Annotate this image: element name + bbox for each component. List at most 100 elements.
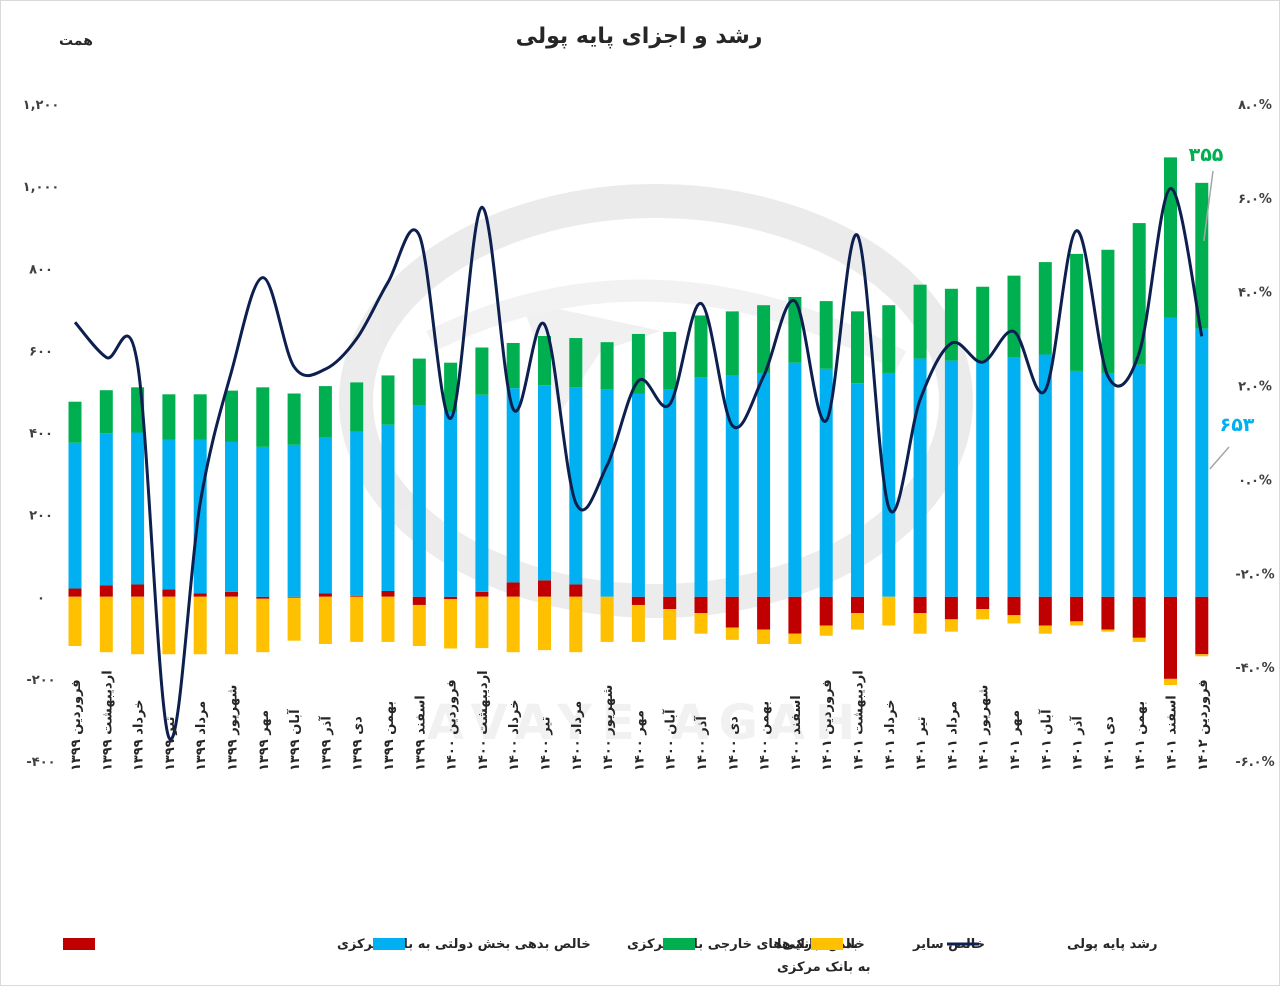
bar-segment bbox=[287, 597, 301, 641]
x-category-label: خرداد ۱۴۰۱ bbox=[883, 699, 898, 771]
bar-segment bbox=[757, 305, 771, 373]
x-category-label: خرداد ۱۴۰۰ bbox=[507, 699, 522, 771]
x-category-label: بهمن ۱۳۹۹ bbox=[382, 701, 397, 771]
bar-segment bbox=[162, 394, 176, 440]
bar-segment bbox=[944, 288, 958, 361]
legend-label-cont: به بانک مرکزی bbox=[777, 960, 870, 975]
y-tick-label: ۰ bbox=[37, 591, 45, 606]
bar-segment bbox=[976, 286, 990, 361]
bar-segment bbox=[1070, 596, 1084, 622]
x-category-label: شهریور ۱۴۰۱ bbox=[977, 685, 992, 771]
bar-segment bbox=[68, 442, 82, 589]
bar-segment bbox=[913, 358, 927, 597]
bar-segment bbox=[757, 596, 771, 630]
x-category-label: فروردین ۱۴۰۱ bbox=[820, 679, 835, 771]
x-category-label: تیر ۱۳۹۹ bbox=[163, 716, 178, 771]
bar-segment bbox=[788, 296, 802, 363]
bar-segment bbox=[444, 599, 458, 649]
bar-segment bbox=[1164, 317, 1177, 597]
x-category-label: تیر ۱۴۰۰ bbox=[539, 716, 554, 771]
bar-segment bbox=[381, 591, 395, 597]
bar-segment bbox=[538, 336, 551, 386]
bar-segment bbox=[1038, 625, 1052, 634]
x-category-label: تیر ۱۴۰۱ bbox=[914, 716, 929, 771]
bar-segment bbox=[350, 595, 364, 597]
bar-segment bbox=[663, 389, 677, 597]
bar-segment bbox=[1007, 615, 1021, 624]
bar-segment bbox=[381, 375, 395, 425]
y2-tick-label: ۰.۰% bbox=[1238, 473, 1272, 488]
x-category-label: آذر ۱۴۰۰ bbox=[693, 716, 710, 771]
x-category-label: آبان ۱۴۰۰ bbox=[662, 709, 679, 771]
bar-segment bbox=[131, 596, 145, 655]
bar-segment bbox=[444, 362, 458, 412]
bar-segment bbox=[1195, 328, 1209, 597]
bar-segment bbox=[944, 596, 958, 620]
x-category-label: خرداد ۱۳۹۹ bbox=[132, 699, 147, 771]
bar-segment bbox=[1195, 182, 1209, 329]
bar-segment bbox=[944, 360, 958, 597]
bar-segment bbox=[256, 387, 270, 447]
y-tick-label: -۲۰۰ bbox=[26, 673, 55, 688]
bar-segment bbox=[631, 596, 645, 605]
bar-segment bbox=[350, 382, 364, 432]
x-category-label: بهمن ۱۴۰۰ bbox=[758, 701, 773, 771]
bar-segment bbox=[412, 358, 426, 406]
annotation-leader-green bbox=[1203, 170, 1214, 242]
bar-segment bbox=[444, 596, 458, 600]
bar-segment bbox=[976, 596, 990, 610]
bar-segment bbox=[851, 596, 864, 614]
bar-segment bbox=[694, 377, 708, 597]
x-category-label: شهریور ۱۴۰۰ bbox=[601, 685, 616, 771]
bar-segment bbox=[1101, 372, 1115, 597]
bar-segment bbox=[538, 596, 551, 651]
growth-line bbox=[73, 186, 1204, 741]
bar-segment bbox=[913, 613, 927, 634]
bar-segment bbox=[318, 386, 332, 438]
bar-segment bbox=[318, 593, 332, 597]
bar-segment bbox=[725, 627, 739, 640]
bar-segment bbox=[819, 301, 833, 369]
bar-segment bbox=[99, 596, 113, 653]
watermark-text: AVAYE AGAH bbox=[427, 695, 865, 751]
bar-segment bbox=[225, 441, 238, 592]
bar-segment bbox=[694, 315, 708, 378]
x-category-label: اسفند ۱۴۰۰ bbox=[789, 695, 804, 771]
annotation-foreign-assets: ۶۵۳ bbox=[1220, 414, 1255, 436]
bar-segment bbox=[287, 596, 301, 598]
bar-segment bbox=[412, 604, 426, 647]
bar-segment bbox=[256, 446, 270, 597]
bar-segment bbox=[99, 433, 113, 586]
bar-segment bbox=[131, 432, 145, 585]
y2-tick-label: -۶.۰% bbox=[1235, 755, 1274, 770]
y-tick-label: ۸۰۰ bbox=[29, 262, 53, 277]
bar-segment bbox=[819, 625, 833, 636]
bar-segment bbox=[506, 582, 520, 597]
x-category-label: اردیبهشت ۱۴۰۱ bbox=[852, 670, 867, 771]
y-axis-unit-label: همت bbox=[59, 33, 93, 49]
bar-segment bbox=[913, 596, 927, 614]
x-category-label: اردیبهشت ۱۴۰۰ bbox=[476, 670, 491, 771]
bar-segment bbox=[318, 596, 332, 644]
bar-segment bbox=[538, 385, 551, 581]
legend-swatch bbox=[663, 938, 695, 950]
bar-segment bbox=[256, 598, 270, 653]
x-category-label: دی ۱۳۹۹ bbox=[351, 716, 366, 771]
bar-segment bbox=[381, 596, 395, 642]
bar-segment bbox=[475, 596, 489, 649]
bar-segment bbox=[569, 387, 583, 585]
bar-segment bbox=[600, 389, 614, 597]
bar-segment bbox=[287, 393, 301, 445]
x-category-label: آبان ۱۳۹۹ bbox=[286, 709, 303, 771]
bar-segment bbox=[1101, 596, 1115, 630]
x-category-label: فروردین ۱۴۰۲ bbox=[1196, 679, 1211, 771]
x-category-label: مرداد ۱۳۹۹ bbox=[194, 701, 209, 771]
bar-series-group bbox=[68, 157, 1209, 686]
annotations: ۶۵۳ ۳۵۵ bbox=[1189, 144, 1255, 470]
y2-tick-label: ۲.۰% bbox=[1238, 380, 1272, 395]
x-category-label: مهر ۱۴۰۰ bbox=[632, 710, 647, 771]
bar-segment bbox=[444, 411, 458, 597]
bar-segment bbox=[819, 596, 833, 626]
bar-segment bbox=[381, 424, 395, 592]
